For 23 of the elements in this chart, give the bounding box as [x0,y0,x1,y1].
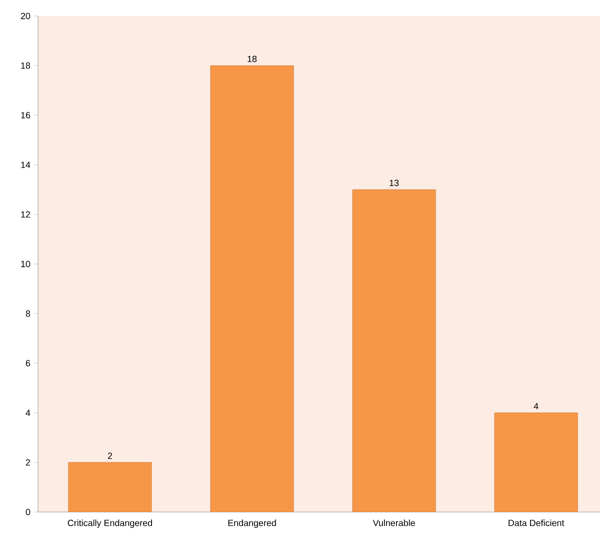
y-tick-label: 18 [21,62,30,69]
y-tick-label: 16 [21,112,30,118]
x-tick-label: Critically Endangered [68,520,152,528]
x-tick-label: Vulnerable [372,520,415,526]
y-tick-label: 2 [26,459,30,466]
y-tick-label: 20 [20,12,30,20]
bar [494,412,578,512]
x-tick-label: Data Deficient [508,520,564,526]
y-tick-label: 6 [26,360,30,366]
data-label: 4 [534,403,538,410]
y-tick-label: 0 [26,508,30,516]
data-label: 2 [108,452,112,459]
bar [68,462,152,512]
data-label: 13 [390,180,399,186]
y-tick-label: 4 [26,410,30,416]
y-tick-label: 12 [21,211,30,218]
x-tick-label: Endangered [228,520,276,528]
y-tick-label: 14 [21,162,30,168]
bar [210,65,294,512]
y-tick-label: 8 [26,310,30,317]
data-label: 18 [248,56,257,62]
bar [352,189,436,512]
y-tick-label: 10 [21,260,30,268]
